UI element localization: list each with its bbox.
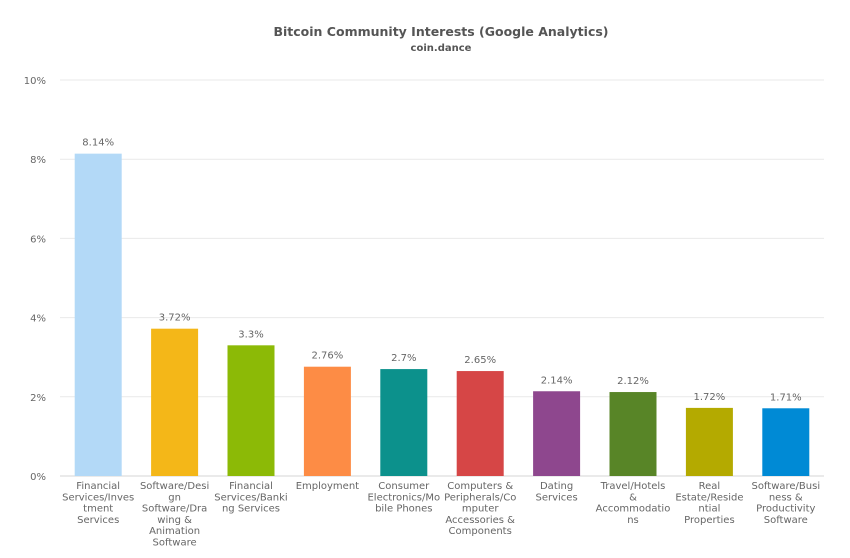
bar (380, 369, 428, 476)
bars (74, 153, 810, 476)
y-tick-label: 10% (24, 76, 46, 87)
x-tick-label: Consumer Electronics/Mo bile Phones (367, 481, 440, 515)
data-labels: 8.14% 3.72% 3.3% 2.76% 2.7% 2.65% 2.14% 2.12% 1.… (82, 138, 801, 404)
bar (151, 328, 199, 476)
x-axis-ticks: Financial Services/Inves tment ServicesSoft… (62, 481, 820, 549)
x-tick-label: Real Estate/Reside ntial Properties (675, 481, 743, 526)
data-label: 3.3% (238, 329, 263, 340)
data-label: 2.7% (391, 353, 416, 364)
bar (303, 366, 351, 476)
data-label: 8.14% (82, 138, 114, 149)
y-tick-label: 4% (30, 314, 46, 325)
x-tick-label: Software/Desi gn Software/Dra wing & Animati… (140, 481, 209, 549)
x-tick-label: Travel/Hotels & Accommodatio ns (596, 481, 671, 526)
y-tick-label: 0% (30, 472, 46, 483)
x-tick-label: Financial Services/Inves tment Services (62, 481, 134, 526)
data-label: 2.65% (464, 355, 496, 366)
y-tick-label: 2% (30, 393, 46, 404)
data-label: 2.76% (312, 351, 344, 362)
y-tick-label: 8% (30, 155, 46, 166)
x-tick-label: Dating Services (536, 481, 578, 503)
chart-subtitle: coin.dance (411, 43, 472, 54)
chart-title: Bitcoin Community Interests (Google Anal… (273, 24, 608, 39)
bar (609, 392, 657, 476)
bar (685, 407, 733, 476)
x-tick-label: Employment (296, 481, 359, 492)
data-label: 2.14% (541, 375, 573, 386)
bar (456, 371, 504, 476)
data-label: 1.72% (694, 392, 726, 403)
bar (533, 391, 581, 476)
x-tick-label: Software/Busi ness & Productivity Software (751, 481, 820, 526)
x-tick-label: Computers & Peripherals/Co mputer Accessori… (444, 481, 516, 537)
y-tick-label: 6% (30, 234, 46, 245)
x-tick-label: Financial Services/Banki ng Services (214, 481, 287, 515)
bar (74, 153, 122, 476)
bar (762, 408, 810, 476)
y-axis-ticks: 0% 2% 4% 6% 8% 10% (24, 76, 46, 483)
bar (227, 345, 275, 476)
data-label: 2.12% (617, 376, 649, 387)
data-label: 3.72% (159, 313, 191, 324)
data-label: 1.71% (770, 392, 802, 403)
